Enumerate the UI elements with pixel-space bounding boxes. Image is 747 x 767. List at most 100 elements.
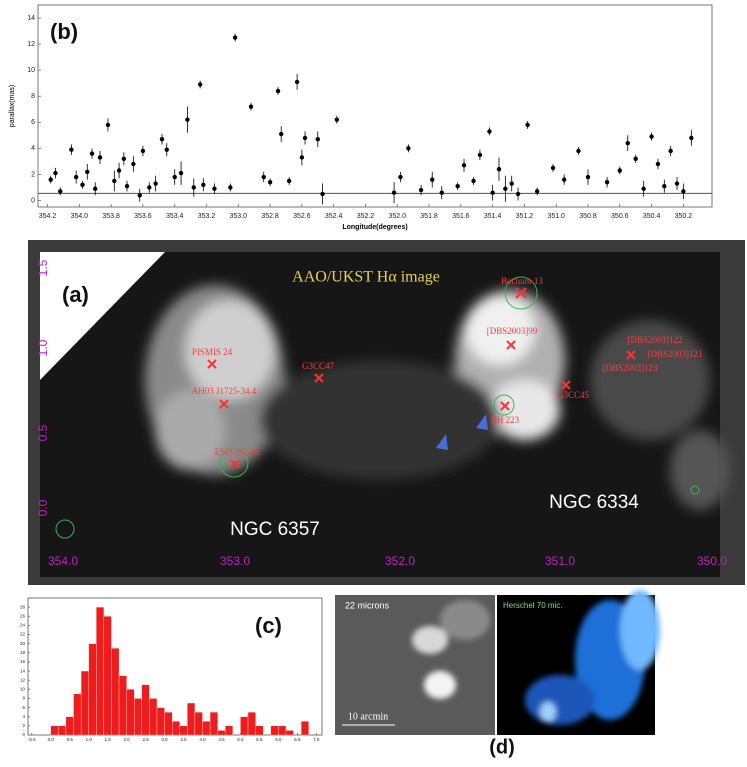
x-tick-label: 350.6 (611, 213, 629, 220)
data-point (516, 192, 520, 196)
data-point (406, 146, 410, 150)
data-point (503, 187, 507, 191)
data-point (455, 184, 459, 188)
data-point (576, 149, 580, 153)
x-tick-label: 351.2 (516, 213, 534, 220)
y-tick-label: 2 (22, 723, 25, 728)
data-point (626, 141, 630, 145)
data-point (93, 187, 97, 191)
x-tick-label: 1.0 (86, 737, 93, 742)
y-tick-label: 14 (27, 15, 35, 22)
histogram-bar (51, 726, 59, 735)
image-title: Herschel 70 mic. (503, 601, 563, 610)
histogram-bar (218, 730, 226, 735)
x-tick-label: 5.0 (237, 737, 244, 742)
y-tick-label: 2 (31, 171, 35, 178)
y-tick-label: 0 (31, 197, 35, 204)
histogram-bar (165, 712, 173, 735)
x-tick-label: 5.5 (256, 737, 263, 742)
x-tick-label: 350.4 (643, 213, 661, 220)
y-tick-label: 0.0 (36, 499, 50, 516)
object-label: [DBS2003]122 (627, 335, 682, 345)
x-tick-label: 354.2 (39, 213, 57, 220)
histogram-bar (225, 726, 233, 735)
histogram-bar (74, 694, 82, 735)
data-point (287, 179, 291, 183)
y-tick-label: 18 (20, 650, 26, 655)
data-point (153, 181, 157, 185)
y-tick-label: 24 (20, 623, 26, 628)
object-label: G3CC45 (557, 390, 590, 400)
y-tick-label: 22 (20, 632, 26, 637)
data-point (300, 155, 304, 159)
y-axis-label: parallax(mas) (9, 85, 16, 127)
data-point (681, 189, 685, 193)
histogram-bar (248, 712, 256, 735)
data-point (419, 188, 423, 192)
data-point (398, 175, 402, 179)
y-tick-label: 1.5 (36, 259, 50, 276)
y-tick-label: 8 (31, 93, 35, 100)
data-point (689, 136, 693, 140)
data-point (179, 171, 183, 175)
data-point (98, 155, 102, 159)
histogram-bar (286, 730, 294, 735)
data-point (249, 104, 253, 108)
data-point (649, 134, 653, 138)
histogram-bar (127, 689, 135, 735)
image-title: 22 microns (345, 600, 390, 610)
data-point (641, 187, 645, 191)
data-point (58, 189, 62, 193)
x-tick-label: 2.0 (123, 737, 130, 742)
y-tick-label: 8 (22, 696, 25, 701)
x-tick-label: 353.0 (230, 213, 248, 220)
data-point (185, 117, 189, 121)
data-point (165, 147, 169, 151)
x-tick-label: 353.0 (220, 554, 250, 568)
x-tick-label: 352.4 (325, 213, 343, 220)
y-tick-label: 10 (27, 67, 35, 74)
image-title: AAO/UKST Hα image (292, 269, 440, 286)
x-tick-label: 0.0 (48, 737, 55, 742)
figure: (a) AAO/UKST Hα image NGC 6357 NGC 6334 … (0, 0, 747, 767)
histogram-bar (180, 726, 188, 735)
data-point (497, 167, 501, 171)
panel-label: (b) (50, 19, 78, 44)
x-tick-label: 6.0 (275, 737, 282, 742)
x-tick-label: 352.2 (357, 213, 375, 220)
panel-a: (a) AAO/UKST Hα image NGC 6357 NGC 6334 … (28, 240, 745, 585)
region-label: NGC 6357 (230, 519, 320, 540)
panel-label: (d) (489, 736, 515, 758)
histogram-bar (134, 698, 142, 735)
data-point (675, 181, 679, 185)
data-point (122, 157, 126, 161)
x-tick-label: 353.6 (134, 213, 152, 220)
x-tick-label: 353.2 (198, 213, 216, 220)
data-point (131, 162, 135, 166)
data-point (198, 82, 202, 86)
data-point (471, 179, 475, 183)
y-tick-label: 4 (31, 145, 35, 152)
x-tick-label: 352.0 (385, 554, 415, 568)
histogram-bar (81, 671, 89, 735)
histogram-bar (89, 644, 97, 735)
histogram-bar (172, 721, 180, 735)
data-point (173, 175, 177, 179)
x-tick-label: 353.4 (166, 213, 184, 220)
panel-label: (a) (62, 282, 89, 307)
x-tick-label: 6.5 (294, 737, 301, 742)
x-tick-label: 352.8 (261, 213, 279, 220)
y-tick-label: 16 (20, 659, 26, 664)
data-point (510, 181, 514, 185)
data-point (487, 129, 491, 133)
data-point (279, 132, 283, 136)
x-axis-label: Longitude(degrees) (342, 224, 407, 231)
y-tick-label: 6 (22, 705, 25, 710)
object-label: [DBS2003]121 (647, 349, 702, 359)
data-point (335, 117, 339, 121)
histogram-bar (210, 712, 218, 735)
histogram-bar (195, 712, 203, 735)
histogram-bar (271, 726, 279, 735)
histogram-bar (203, 721, 211, 735)
data-point (662, 184, 666, 188)
